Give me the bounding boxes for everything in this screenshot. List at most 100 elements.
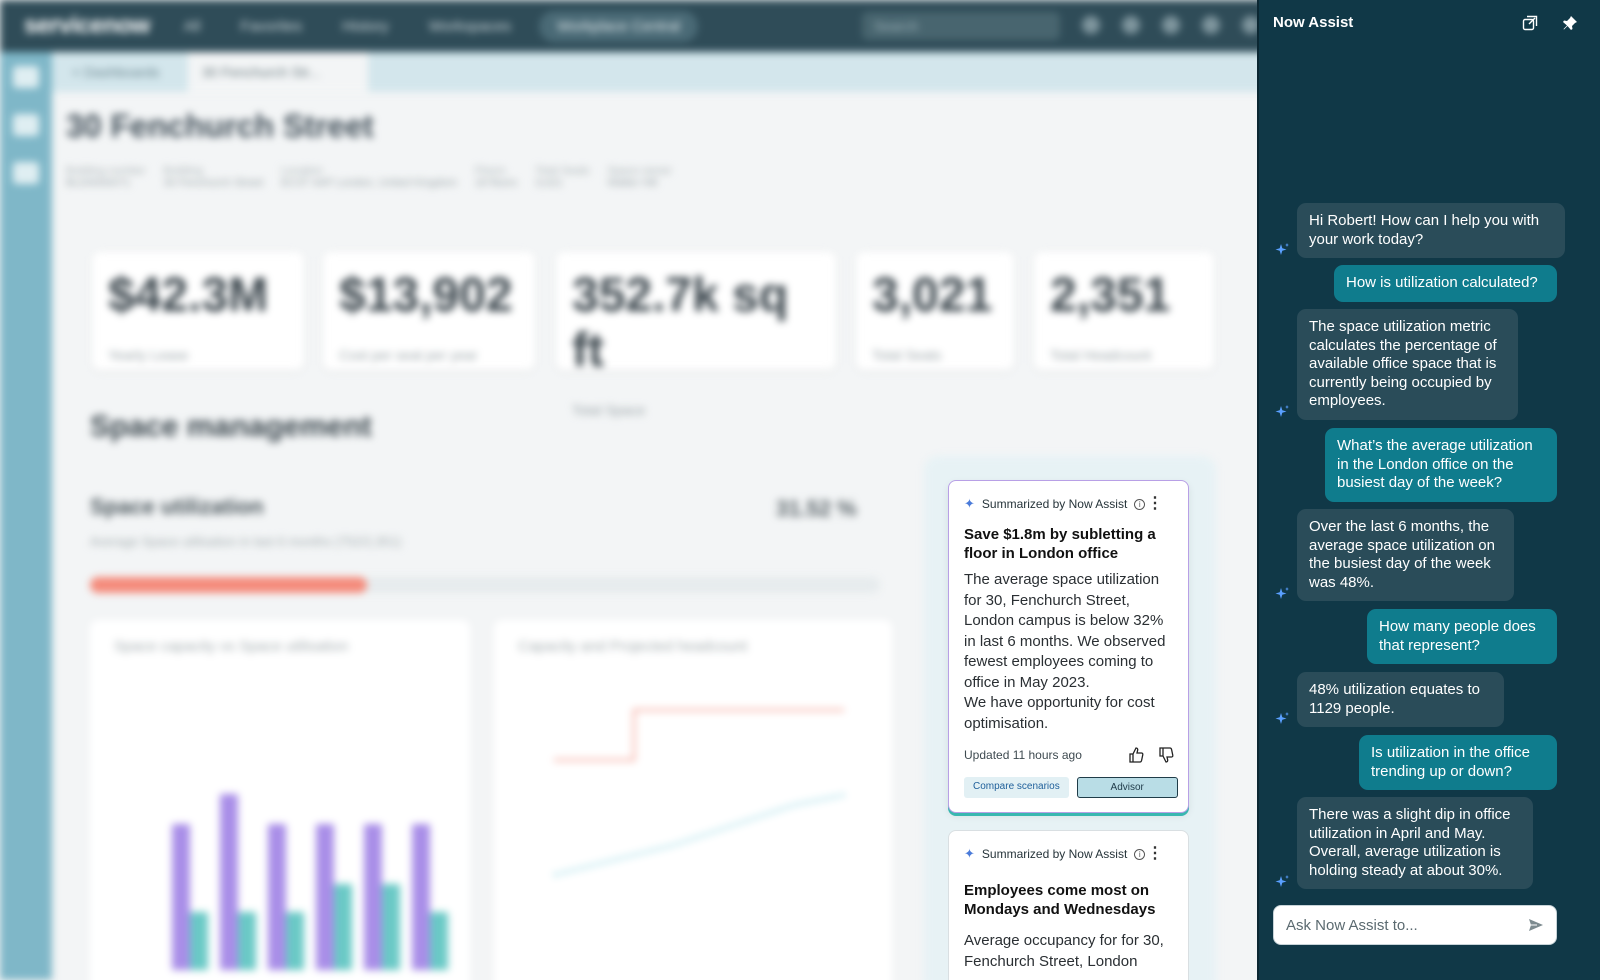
now-assist-sparkle-icon [1275, 405, 1289, 417]
chart-bar [268, 824, 286, 970]
card-header: ✦ Summarized by Now Assist i ⋮ [964, 495, 1173, 513]
insight-card-occupancy[interactable]: ✦ Summarized by Now Assist i ⋮ Employees… [948, 830, 1189, 980]
kpi-card: 2,351 Total Headcount [1034, 252, 1214, 370]
feedback [1128, 747, 1174, 763]
chart-bar [190, 912, 208, 970]
chart-bar [382, 884, 400, 970]
chart-title: Capacity and Projected headcount [518, 638, 748, 655]
nav-workspaces[interactable]: Workspaces [428, 17, 512, 35]
kpi-card: $13,902 Cost per seat per year [323, 252, 535, 370]
list-icon[interactable] [13, 114, 39, 136]
meta-item: Total Seats 3,021 [535, 165, 590, 189]
chart-bar [430, 912, 448, 970]
kpi-card: $42.3M Yearly Lease [92, 252, 304, 370]
summary-badge: Summarized by Now Assist [981, 847, 1128, 861]
now-assist-sparkle-icon [1275, 712, 1289, 724]
now-assist-sparkle-icon [1275, 875, 1289, 887]
send-icon[interactable] [1528, 917, 1544, 933]
chart-panel-capacity: Space capacity vs Space utilisation [90, 620, 470, 980]
assist-title: Now Assist [1273, 14, 1354, 31]
chart-bar [172, 824, 190, 970]
user-message: How many people does that represent? [1367, 609, 1557, 664]
open-in-window-icon[interactable] [1522, 15, 1538, 31]
nav-favorites[interactable]: Favorites [240, 17, 303, 35]
sparkle-icon: ✦ [964, 496, 975, 511]
tab-bar: < Dashboards 30 Fenchurch Str... [52, 52, 1280, 92]
meta-item: Building 30 Fenchurch Street [163, 165, 264, 189]
bot-message: Over the last 6 months, the average spac… [1297, 509, 1514, 601]
meta-item: Location EC3T 4AP London, United Kingdom [281, 165, 457, 189]
info-icon[interactable]: i [1134, 498, 1146, 510]
user-message: How is utilization calculated? [1334, 265, 1557, 302]
chart-panel-headcount: Capacity and Projected headcount [494, 620, 892, 980]
more-options-icon[interactable]: ⋮ [1147, 495, 1163, 512]
workspace-badge[interactable]: Workplace Central [539, 10, 699, 42]
capacity-line [554, 709, 844, 761]
ask-now-assist-input[interactable] [1274, 906, 1514, 944]
help-icon[interactable] [1162, 16, 1180, 34]
meta-item: Building number BLD0000071 [66, 165, 146, 189]
thumbs-up-icon[interactable] [1128, 747, 1144, 763]
inbox-icon[interactable] [13, 162, 39, 184]
card-actions: Compare scenarios Advisor [964, 777, 1178, 798]
chart-bar [334, 884, 352, 970]
card-title: Employees come most on Mondays and Wedne… [964, 882, 1156, 918]
user-message: Is utilization in the office trending up… [1359, 735, 1557, 790]
chart-bar [238, 912, 256, 970]
thumbs-down-icon[interactable] [1158, 747, 1174, 763]
now-assist-sparkle-icon [1275, 587, 1289, 599]
now-assist-sparkle-icon [1275, 243, 1289, 255]
assist-input-box [1273, 905, 1557, 945]
top-icons [1082, 16, 1260, 34]
card-footer: Updated 11 hours ago [964, 747, 1174, 763]
utilization-bar-fill [90, 577, 367, 593]
section-title: Space management [90, 410, 372, 443]
card-body: Average occupancy for for 30, Fenchurch … [964, 932, 1164, 970]
global-search[interactable]: Search [862, 12, 1060, 40]
user-message: What’s the average utilization in the Lo… [1325, 428, 1557, 502]
background-app: servicenow All Favorites History Workspa… [0, 0, 1280, 980]
chart-bar [316, 824, 334, 970]
tab-dashboards[interactable]: < Dashboards [72, 64, 160, 80]
top-navigation-bar: servicenow All Favorites History Workspa… [0, 0, 1280, 52]
meta-item: Floors 18 floors [474, 165, 518, 189]
page-title: 30 Fenchurch Street [66, 108, 374, 144]
card-title: Save $1.8m by subletting a floor in Lond… [964, 526, 1156, 562]
info-icon[interactable]: i [1134, 848, 1146, 860]
projected-line [554, 794, 845, 876]
building-meta: Building number BLD0000071 Building 30 Fen… [66, 165, 672, 189]
chart-bar [286, 912, 304, 970]
meta-item: Space owner Walter Hill [607, 165, 672, 189]
chart-title: Space capacity vs Space utilisation [114, 638, 349, 655]
kpi-card: 3,021 Total Seats [856, 252, 1014, 370]
compare-scenarios-button[interactable]: Compare scenarios [964, 777, 1069, 798]
tab-current[interactable]: 30 Fenchurch Str... [188, 52, 368, 92]
bot-message: There was a slight dip in office utiliza… [1297, 797, 1533, 889]
nav-all[interactable]: All [183, 17, 201, 35]
headcount-line-chart [554, 709, 845, 876]
globe-icon[interactable] [1082, 16, 1100, 34]
servicenow-logo: servicenow [24, 12, 150, 39]
left-rail [0, 52, 52, 980]
bot-message: Hi Robert! How can I help you with your … [1297, 203, 1565, 258]
nav-history[interactable]: History [342, 17, 389, 35]
pin-icon[interactable] [1562, 15, 1578, 31]
chart-bar [220, 794, 238, 970]
home-icon[interactable] [13, 66, 39, 88]
avatar[interactable] [1242, 16, 1260, 34]
kpi-card: 352.7k sq ft Total Space [556, 252, 836, 418]
main-nav: All Favorites History Workspaces [184, 18, 511, 35]
insight-card-sublet[interactable]: ✦ Summarized by Now Assist i ⋮ Save $1.8… [948, 480, 1189, 813]
updated-timestamp: Updated 11 hours ago [964, 748, 1082, 762]
utilization-subtitle: Average Space utilisation in last 6 mont… [90, 534, 402, 549]
chart-bar [412, 824, 430, 970]
advisor-button[interactable]: Advisor [1076, 777, 1178, 798]
more-options-icon[interactable]: ⋮ [1147, 845, 1163, 862]
card-body: The average space utilization for 30, Fe… [964, 571, 1166, 732]
bell-icon[interactable] [1202, 16, 1220, 34]
utilization-title: Space utilization [90, 494, 264, 519]
summary-badge: Summarized by Now Assist [981, 497, 1128, 511]
utilization-bar [90, 577, 880, 593]
assist-header-icons [1522, 15, 1578, 31]
sparkle-icon[interactable] [1122, 16, 1140, 34]
